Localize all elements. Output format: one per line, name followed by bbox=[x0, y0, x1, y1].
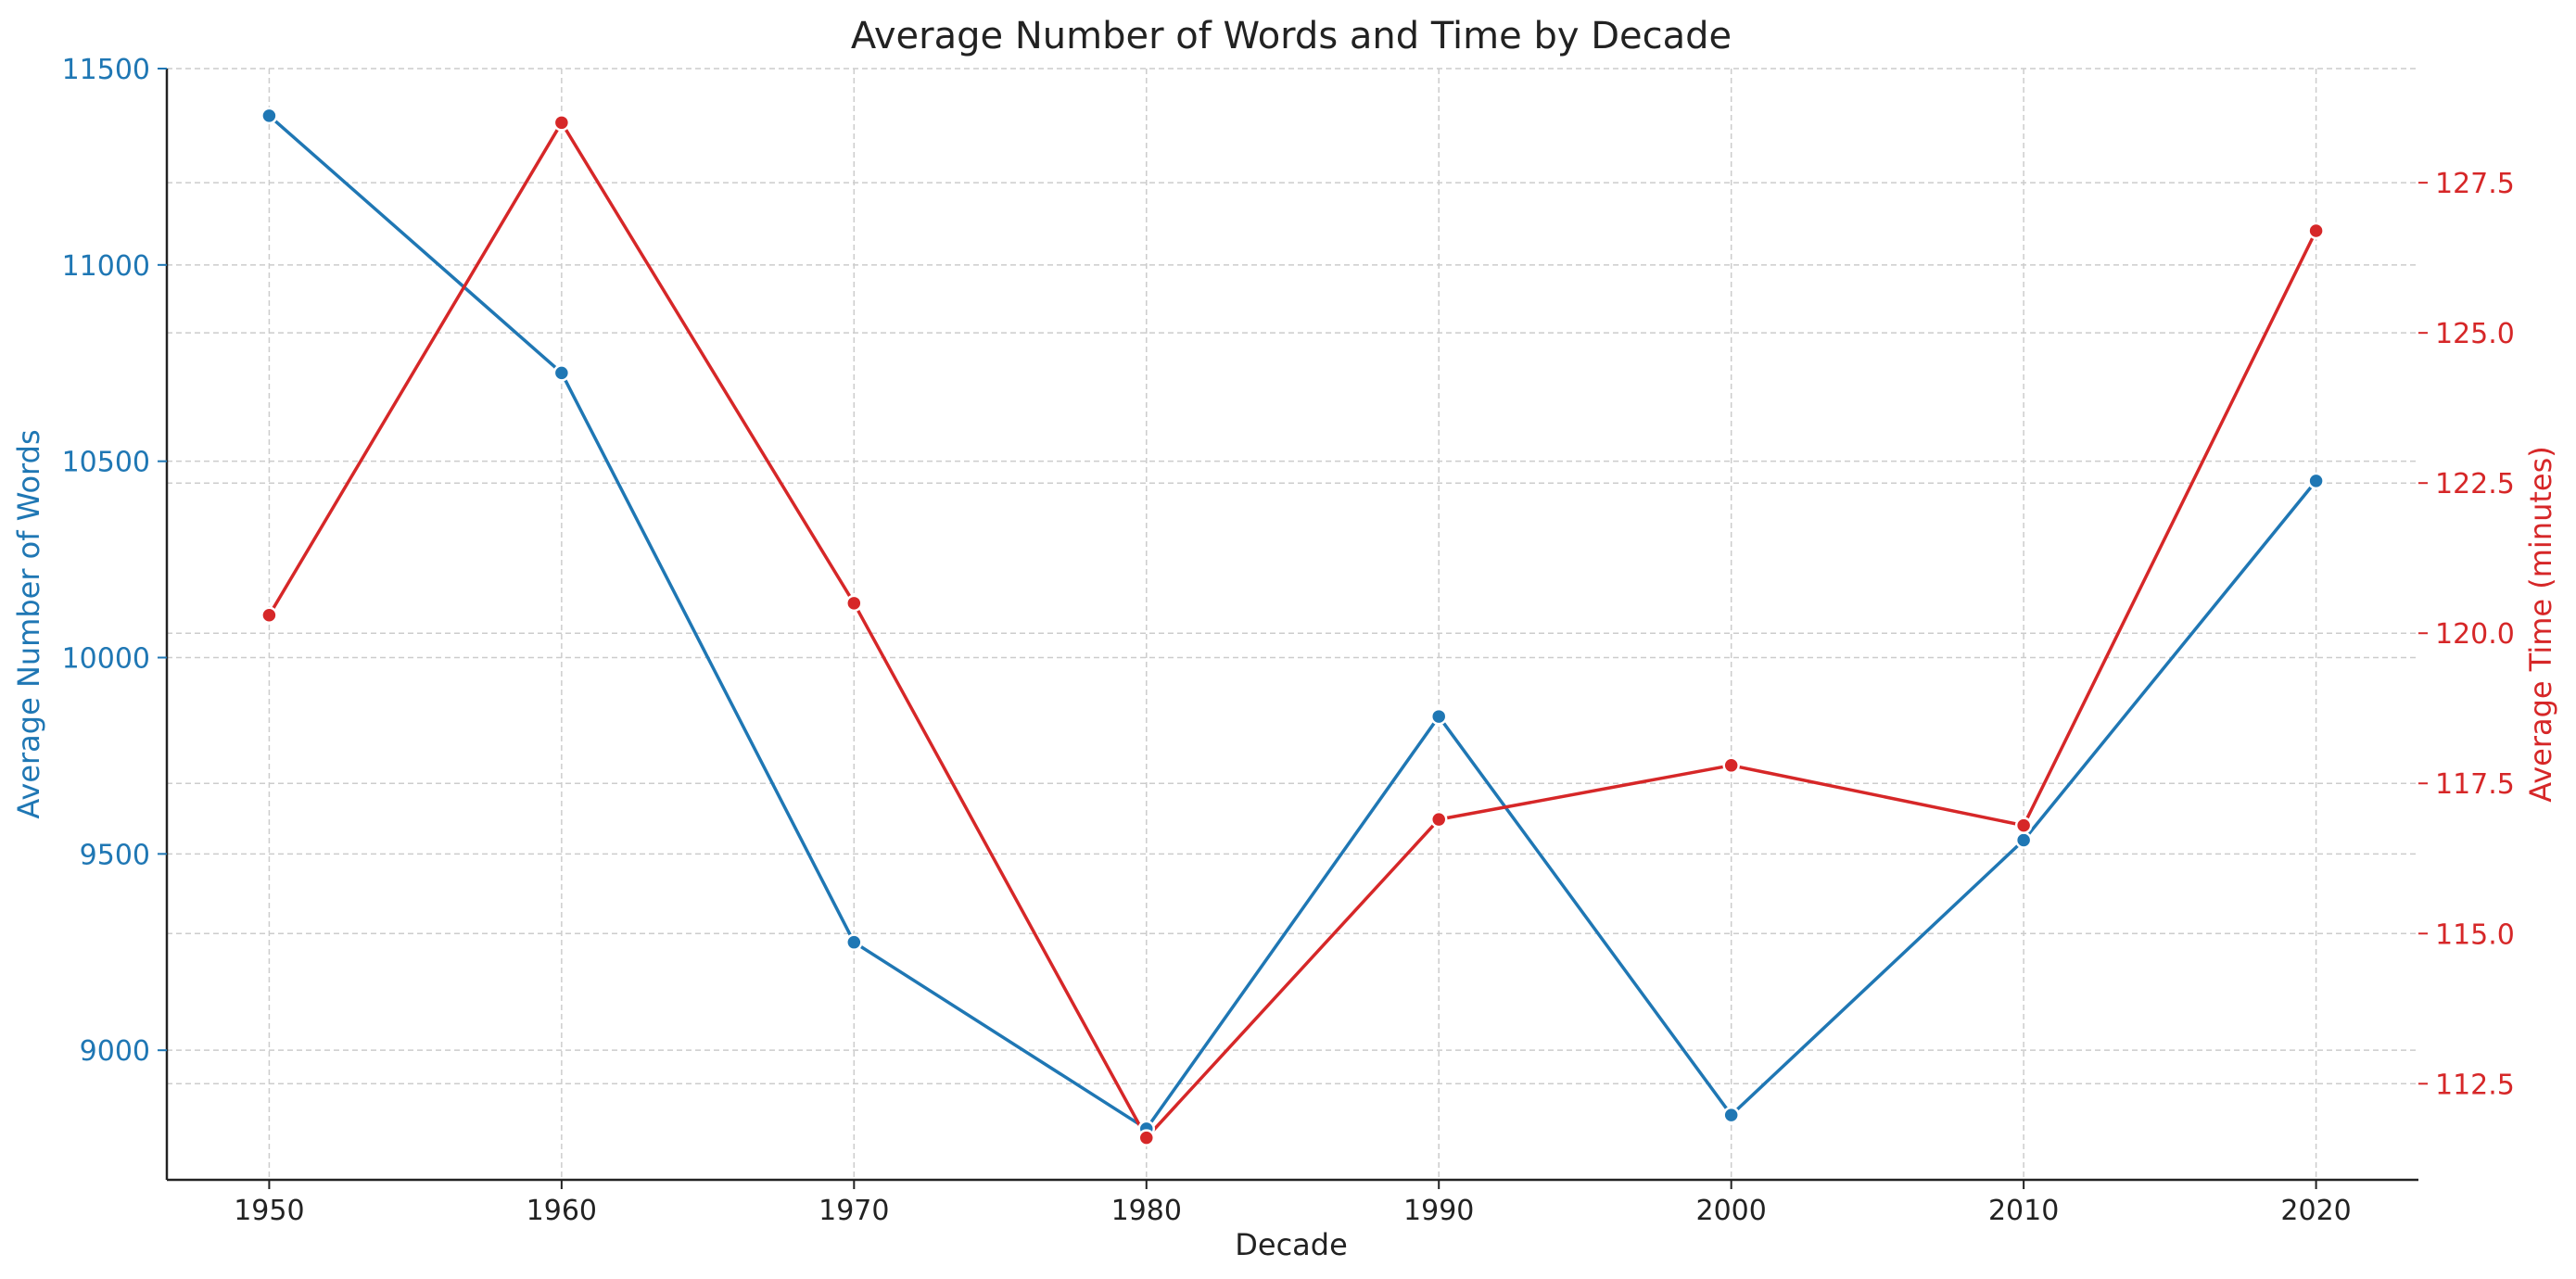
words-series-line bbox=[268, 114, 2317, 1131]
y-left-tick-label: 9500 bbox=[80, 839, 150, 871]
time-data-point bbox=[1429, 810, 1448, 829]
series-lines bbox=[267, 114, 2318, 1140]
time-data-point bbox=[2014, 817, 2033, 834]
x-tick-label: 1980 bbox=[1111, 1195, 1182, 1227]
time-data-point bbox=[260, 606, 278, 625]
x-tick-label: 1990 bbox=[1403, 1195, 1474, 1227]
y-right-tick-label: 115.0 bbox=[2435, 918, 2515, 951]
y-left-tick-label: 10500 bbox=[62, 447, 150, 479]
chart-title: Average Number of Words and Time by Deca… bbox=[851, 15, 1732, 57]
words-data-point bbox=[845, 933, 863, 951]
y-right-tick-label: 122.5 bbox=[2435, 468, 2515, 500]
x-tick-label: 1970 bbox=[818, 1195, 889, 1227]
words-data-point bbox=[2014, 831, 2033, 849]
words-data-point bbox=[1429, 707, 1448, 726]
grid bbox=[167, 68, 2418, 1180]
data-points bbox=[260, 107, 2325, 1146]
time-data-point bbox=[2307, 222, 2325, 240]
y-right-tick-label: 117.5 bbox=[2435, 768, 2515, 801]
words-data-point bbox=[2307, 472, 2325, 490]
time-data-point bbox=[845, 594, 863, 613]
y-right-tick-label: 112.5 bbox=[2435, 1069, 2515, 1101]
x-tick-label: 2020 bbox=[2280, 1195, 2351, 1227]
y-axis-left-label: Average Number of Words bbox=[11, 429, 46, 818]
time-data-point bbox=[1137, 1129, 1156, 1146]
axes: 1950 1960 1970 1980 1990 2000 2010 2020 9000 9500… bbox=[62, 54, 2515, 1227]
y-left-tick-label: 9000 bbox=[80, 1035, 150, 1068]
y-right-tick-label: 127.5 bbox=[2435, 168, 2515, 200]
x-axis-label: Decade bbox=[1235, 1227, 1348, 1262]
words-data-point bbox=[552, 364, 571, 382]
y-left-tick-label: 11500 bbox=[62, 54, 150, 86]
time-data-point bbox=[552, 114, 571, 132]
x-tick-label: 1950 bbox=[234, 1195, 304, 1227]
y-left-tick-label: 11000 bbox=[62, 250, 150, 283]
x-tick-label: 1960 bbox=[527, 1195, 597, 1227]
y-left-tick-label: 10000 bbox=[62, 643, 150, 676]
time-series-line bbox=[267, 120, 2318, 1140]
x-tick-label: 2010 bbox=[1988, 1195, 2059, 1227]
y-axis-right-label: Average Time (minutes) bbox=[2523, 446, 2558, 803]
time-data-point bbox=[1722, 756, 1740, 775]
words-data-point bbox=[1722, 1106, 1740, 1124]
y-right-tick-label: 120.0 bbox=[2435, 618, 2515, 651]
x-tick-label: 2000 bbox=[1696, 1195, 1767, 1227]
y-right-tick-label: 125.0 bbox=[2435, 318, 2515, 350]
words-data-point bbox=[260, 107, 278, 125]
